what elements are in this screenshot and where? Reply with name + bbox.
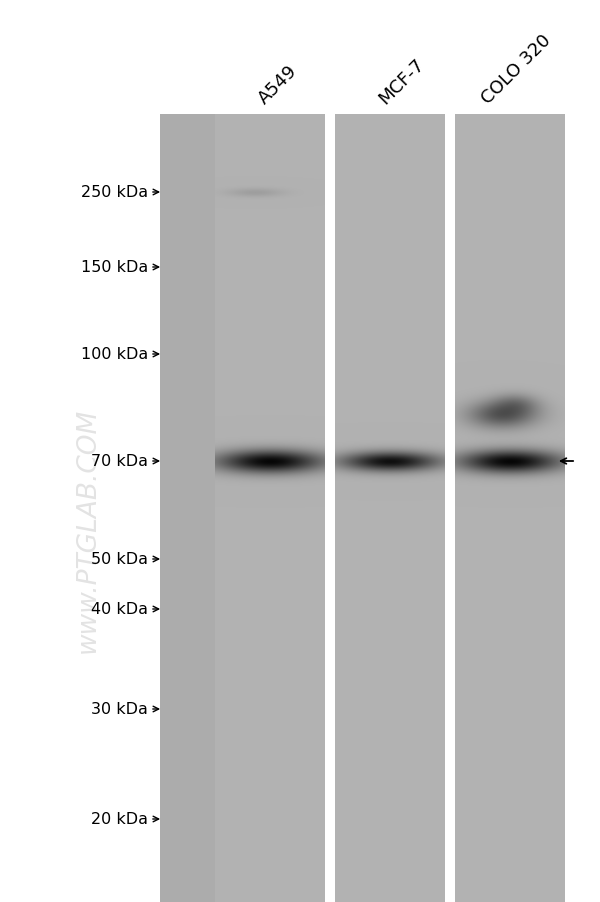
- Text: 100 kDa: 100 kDa: [81, 347, 148, 362]
- Text: 40 kDa: 40 kDa: [91, 602, 148, 617]
- Text: www.PTGLAB.COM: www.PTGLAB.COM: [75, 407, 101, 652]
- Text: 70 kDa: 70 kDa: [91, 454, 148, 469]
- Text: 150 kDa: 150 kDa: [81, 260, 148, 275]
- Text: MCF-7: MCF-7: [375, 55, 428, 108]
- Text: 250 kDa: 250 kDa: [81, 185, 148, 200]
- Text: 50 kDa: 50 kDa: [91, 552, 148, 566]
- Text: 30 kDa: 30 kDa: [91, 702, 148, 717]
- Text: 20 kDa: 20 kDa: [91, 812, 148, 826]
- Text: COLO 320: COLO 320: [478, 32, 554, 108]
- Text: A549: A549: [255, 62, 301, 108]
